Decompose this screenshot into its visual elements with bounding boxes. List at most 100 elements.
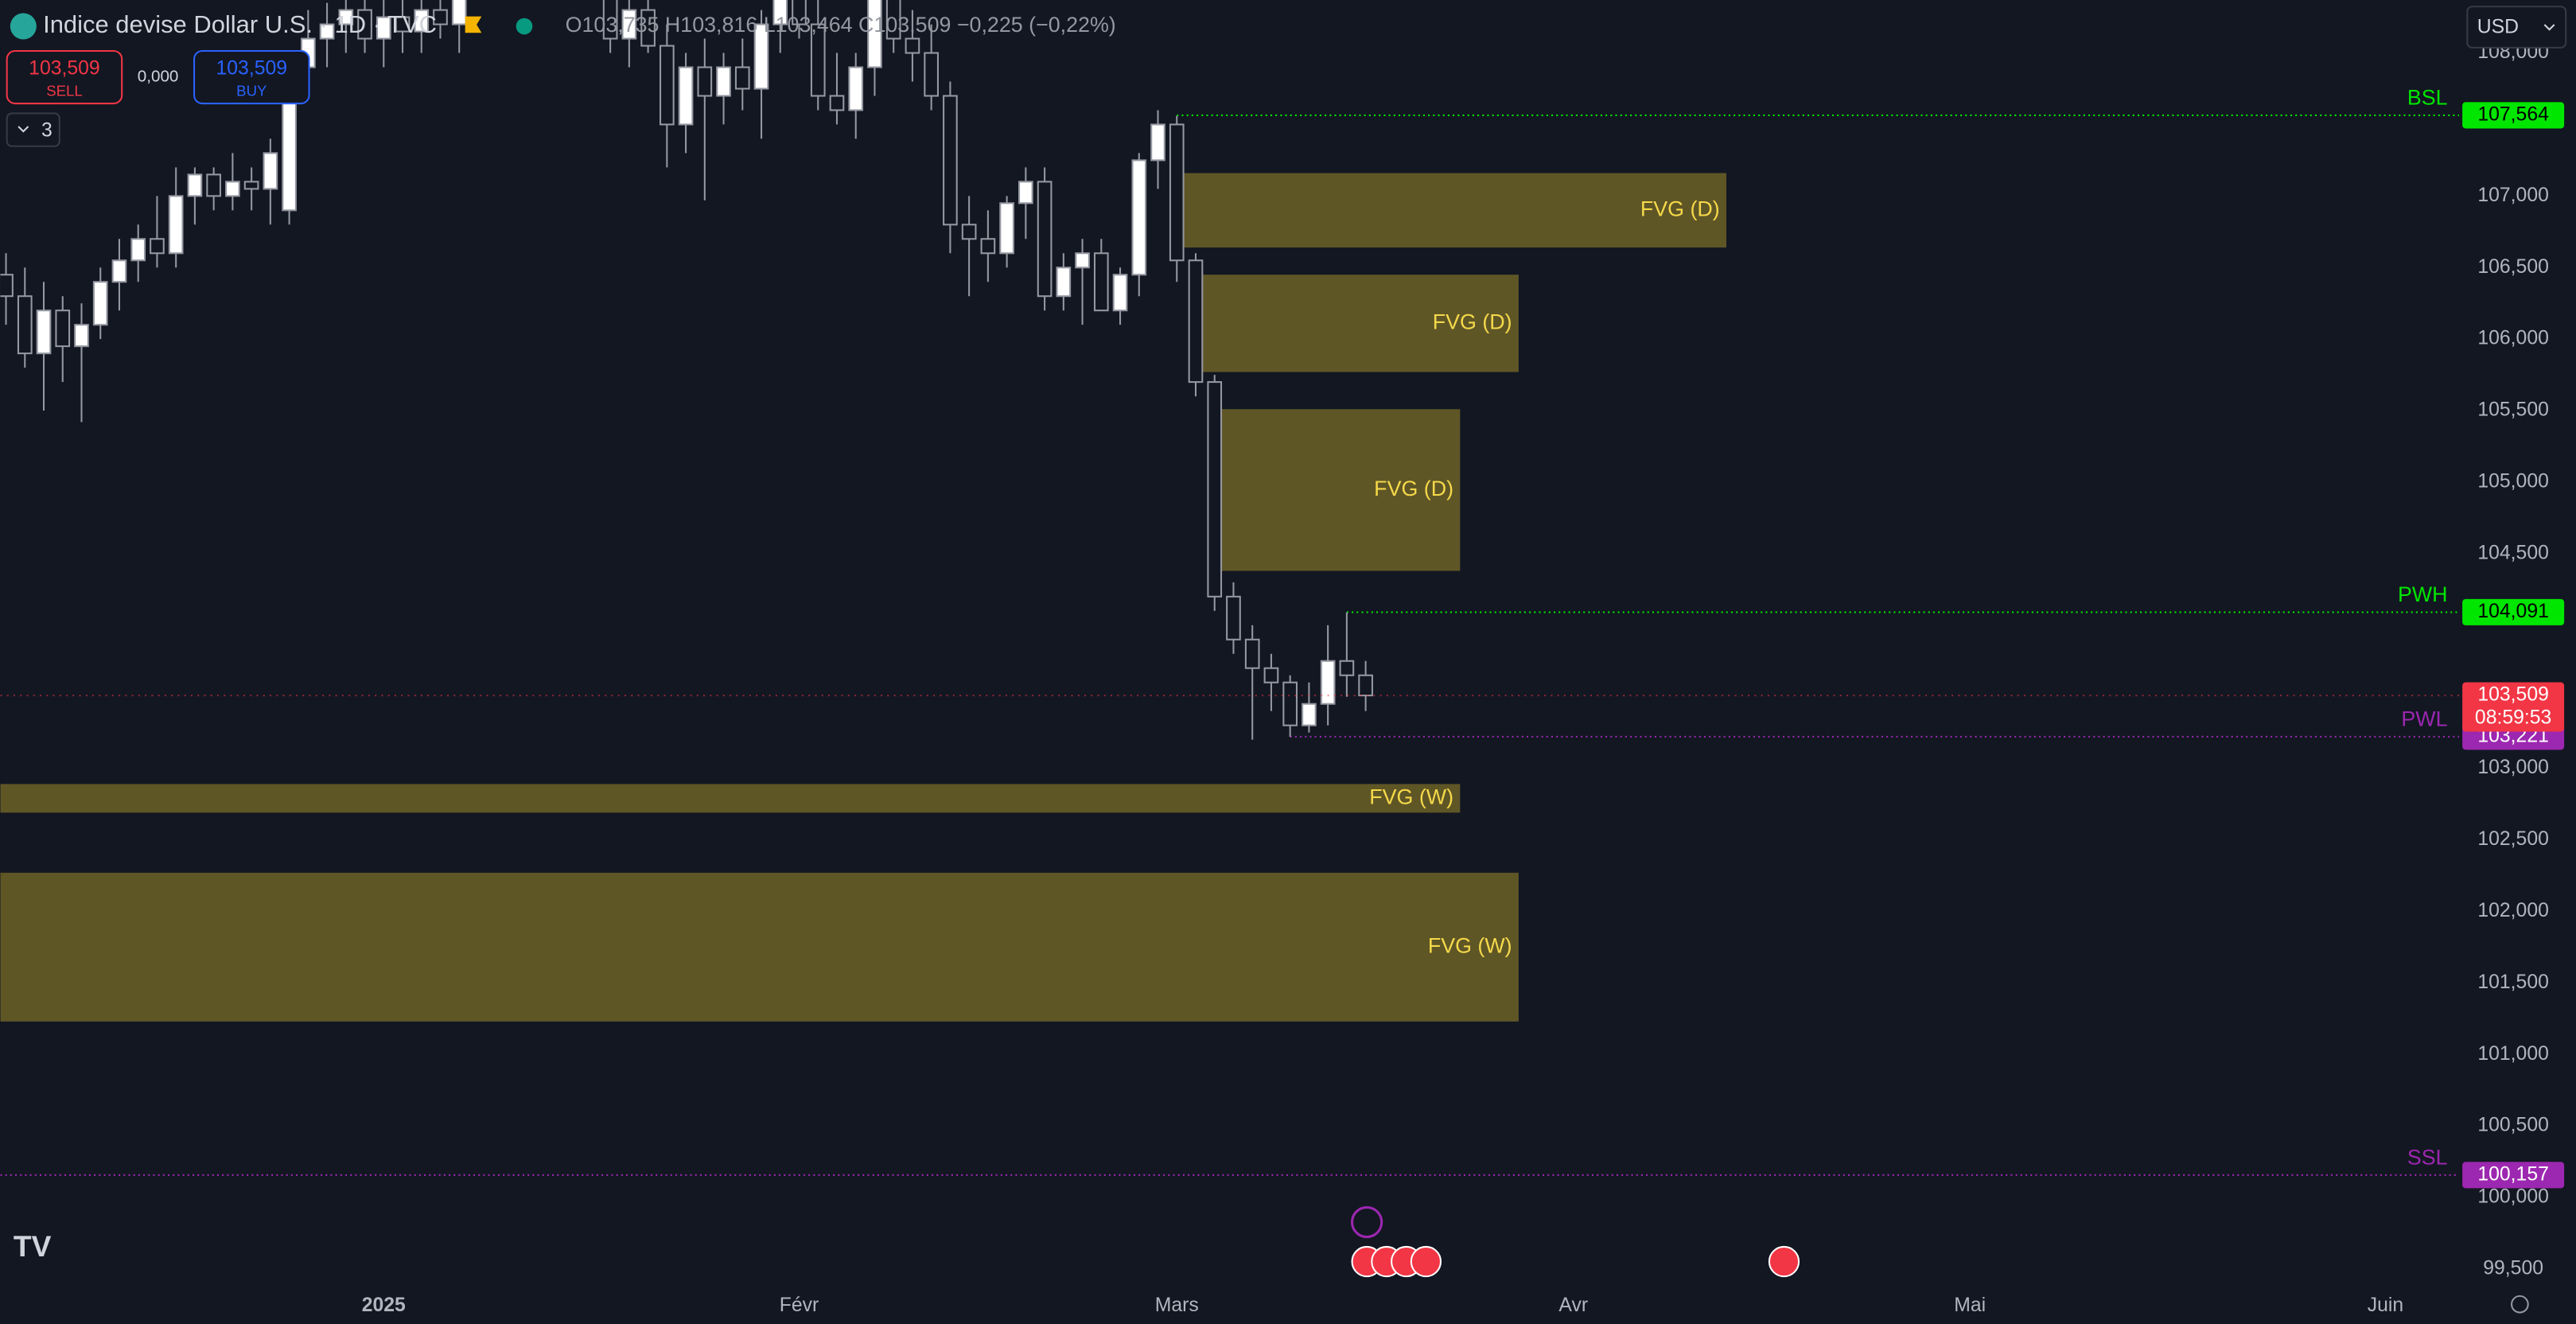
candle-body (980, 238, 996, 255)
fvg-zone (1195, 275, 1519, 372)
candle-body (829, 95, 845, 111)
candle-body (1244, 638, 1260, 669)
flag-icon (465, 16, 482, 33)
candle-body (697, 66, 713, 97)
candle-body (924, 52, 940, 97)
candle-body (74, 324, 89, 348)
event-icon[interactable] (1768, 1245, 1800, 1278)
candle-body (187, 173, 203, 197)
candle-body (1226, 595, 1241, 641)
y-tick-label: 101,500 (2477, 972, 2549, 993)
level-label: PWL (2401, 707, 2447, 730)
y-tick-label: 106,000 (2477, 328, 2549, 349)
status-icon (516, 18, 533, 35)
y-tick-label: 102,000 (2477, 900, 2549, 921)
chevron (18, 126, 29, 133)
currency-select[interactable] (2466, 6, 2567, 49)
x-tick-label: Févr (780, 1295, 819, 1316)
candle-body (1282, 681, 1298, 726)
candle-body (150, 238, 165, 255)
level-label: PWH (2398, 582, 2448, 606)
y-tick-label: 101,000 (2477, 1043, 2549, 1065)
sell-button[interactable] (6, 49, 123, 105)
candle-body (1037, 181, 1053, 298)
candle-body (1112, 274, 1128, 312)
level-price-box (2462, 598, 2565, 625)
y-tick-label: 102,500 (2477, 828, 2549, 850)
candle-body (640, 9, 656, 47)
candle-body (55, 310, 71, 348)
event-icon[interactable] (1410, 1245, 1442, 1278)
candle-body (433, 9, 448, 25)
y-tick-label: 106,500 (2477, 256, 2549, 278)
fvg-label: FVG (W) (1369, 785, 1453, 808)
sell-price: 103,509 (29, 57, 100, 79)
candle-body (1150, 123, 1165, 162)
candle-body (961, 224, 977, 240)
last-price: 103,509 (2477, 684, 2549, 706)
candle-body (1339, 660, 1355, 676)
settings-icon[interactable] (2511, 1295, 2529, 1314)
candle-body (753, 23, 769, 90)
candle-body (1075, 252, 1090, 269)
fvg-zone (1216, 409, 1461, 571)
candle-body (848, 66, 864, 111)
fvg-zone (0, 784, 1461, 813)
candle-body (905, 37, 920, 54)
candle-body (338, 9, 354, 25)
overlay: Indice devise Dollar U.S. · 1D · TVC O10… (6, 6, 2567, 1314)
candle-body (225, 181, 240, 197)
y-tick-label: 105,000 (2477, 471, 2549, 493)
indicators-toggle[interactable] (6, 112, 60, 147)
candle-body (1093, 252, 1109, 312)
candle-body (1320, 660, 1336, 705)
candle-body (319, 23, 335, 40)
candle-body (999, 202, 1014, 255)
candle-body (0, 274, 14, 298)
candle-body (867, 0, 882, 68)
candle-body (660, 45, 675, 126)
ohlc: O103,735 H103,816 L103,464 C103,509 −0,2… (566, 13, 1116, 37)
x-tick-label: Juin (2368, 1295, 2403, 1316)
candle-body (451, 0, 467, 25)
candle-body (792, 0, 807, 25)
candle-body (1188, 259, 1204, 384)
candle-body (602, 0, 618, 40)
last-price-box (2462, 682, 2565, 732)
fvg-zone (1177, 173, 1726, 248)
candle-body (168, 195, 184, 255)
candle-body (885, 0, 901, 40)
fvg-label: FVG (D) (1433, 310, 1512, 333)
level-label: BSL (2407, 85, 2448, 109)
candle-body (92, 281, 108, 326)
candle-body (1302, 703, 1317, 726)
candle-body (1018, 181, 1033, 204)
candle-body (376, 16, 391, 40)
symbol-icon (10, 13, 37, 40)
candle-body (943, 95, 958, 226)
x-tick-label: Mai (1954, 1295, 1986, 1316)
y-tick-label: 100,500 (2477, 1115, 2549, 1136)
candle-body (1056, 267, 1072, 298)
level-price: 107,564 (2477, 103, 2549, 125)
x-tick-label: Mars (1155, 1295, 1199, 1316)
candle-body (17, 295, 33, 355)
buy-button[interactable] (193, 49, 310, 105)
currency: USD (2477, 17, 2519, 38)
level-price: 104,091 (2477, 601, 2549, 622)
y-tick-label: 105,500 (2477, 399, 2549, 421)
candle-body (734, 66, 750, 90)
level-price-box (2462, 102, 2565, 129)
candle-body (621, 9, 637, 40)
y-tick-label: 104,500 (2477, 542, 2549, 563)
event-icon[interactable] (1350, 1205, 1383, 1239)
candle-body (1263, 667, 1279, 683)
logo: TV (14, 1229, 52, 1263)
candle-body (414, 9, 430, 33)
buy-label: BUY (236, 83, 267, 99)
fvg-label: FVG (D) (1640, 197, 1720, 220)
spread: 0,000 (138, 67, 179, 85)
candle-body (36, 310, 52, 355)
candle-body (810, 23, 826, 97)
candle-body (111, 259, 127, 283)
